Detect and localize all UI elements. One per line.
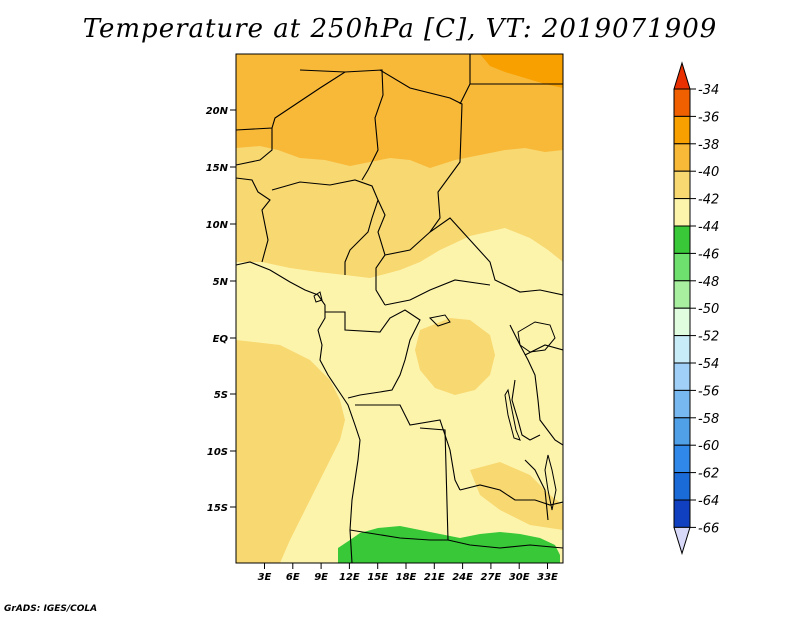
colorbar-label: -38 bbox=[698, 138, 719, 153]
colorbar-label: -36 bbox=[698, 110, 719, 125]
latitude-axis: 20N 15N 10N 5N EQ 5S 10S 15S bbox=[206, 106, 236, 514]
colorbar-segment bbox=[673, 198, 691, 227]
grads-credit: GrADS: IGES/COLA bbox=[4, 604, 98, 614]
colorbar-label: -66 bbox=[698, 521, 719, 536]
colorbar-segment bbox=[673, 389, 691, 419]
colorbar-label: -50 bbox=[698, 302, 719, 317]
lat-tick-label: 15S bbox=[207, 503, 228, 514]
lon-tick-label: 6E bbox=[286, 572, 300, 583]
lon-tick-label: 24E bbox=[452, 572, 473, 583]
colorbar-segment bbox=[673, 307, 691, 337]
lon-tick-label: 9E bbox=[314, 572, 328, 583]
colorbar-label: -34 bbox=[698, 83, 719, 98]
colorbar-label: -42 bbox=[698, 193, 719, 208]
field-40-38-southeast bbox=[470, 462, 563, 530]
lat-tick-label: 5N bbox=[213, 277, 229, 288]
colorbar-label: -46 bbox=[698, 247, 719, 262]
lat-tick-label: 15N bbox=[206, 163, 229, 174]
lon-tick-label: 33E bbox=[537, 572, 558, 583]
field-36-34 bbox=[480, 54, 563, 88]
colorbar-segment bbox=[673, 252, 691, 282]
colorbar-label: -52 bbox=[698, 330, 719, 345]
lat-tick-label: EQ bbox=[213, 334, 229, 345]
colorbar-segment bbox=[673, 280, 691, 309]
lat-tick-label: 20N bbox=[206, 106, 229, 117]
colorbar-top-arrow bbox=[673, 61, 691, 90]
map-frame bbox=[235, 53, 564, 564]
lon-tick-label: 27E bbox=[481, 572, 502, 583]
lake-outlines bbox=[313, 291, 557, 511]
field-44-42 bbox=[338, 526, 560, 563]
colorbar-label: -64 bbox=[698, 494, 719, 509]
colorbar-label: -58 bbox=[698, 412, 719, 427]
colorbar-label: -54 bbox=[698, 357, 719, 372]
colorbar-label: -62 bbox=[698, 467, 719, 482]
colorbar-label: -44 bbox=[698, 220, 719, 235]
lon-tick-label: 21E bbox=[424, 572, 445, 583]
colorbar-label: -60 bbox=[698, 439, 719, 454]
colorbar-bottom-arrow bbox=[673, 526, 691, 556]
lon-tick-label: 30E bbox=[509, 572, 530, 583]
colorbar-label: -48 bbox=[698, 275, 719, 290]
colorbar-segment bbox=[673, 143, 691, 172]
colorbar-segment bbox=[673, 417, 691, 446]
lon-tick-label: 12E bbox=[339, 572, 360, 583]
country-borders bbox=[236, 54, 563, 563]
lon-tick-label: 15E bbox=[367, 572, 388, 583]
map-title: Temperature at 250hPa [C], VT: 201907190… bbox=[82, 14, 718, 44]
colorbar-legend: -34 -36 -38 -40 -42 -44 -46 -48 -50 -52 -54 -56 -58 -… bbox=[673, 61, 719, 556]
colorbar-segment bbox=[673, 472, 691, 501]
colorbar-label: -56 bbox=[698, 384, 719, 399]
field-38-36 bbox=[236, 54, 563, 168]
colorbar-label: -40 bbox=[698, 165, 719, 180]
lat-tick-label: 10N bbox=[206, 220, 229, 231]
longitude-axis: 3E 6E 9E 12E 15E 18E 21E 24E 27E 30E 33E bbox=[258, 563, 558, 583]
lon-tick-label: 3E bbox=[258, 572, 272, 583]
colorbar-segment bbox=[673, 499, 691, 528]
lat-tick-label: 10S bbox=[207, 447, 228, 458]
lon-tick-label: 18E bbox=[396, 572, 417, 583]
field-40-38-center bbox=[415, 318, 495, 395]
colorbar-segment bbox=[673, 444, 691, 474]
temperature-fields bbox=[236, 54, 563, 563]
colorbar-segment bbox=[673, 225, 691, 254]
colorbar-segment bbox=[673, 115, 691, 145]
colorbar-segment bbox=[673, 170, 691, 200]
colorbar-segment bbox=[673, 362, 691, 391]
colorbar-segment bbox=[673, 88, 691, 117]
field-40-38-west bbox=[236, 340, 345, 563]
lat-tick-label: 5S bbox=[214, 390, 228, 401]
colorbar-segment bbox=[673, 335, 691, 364]
